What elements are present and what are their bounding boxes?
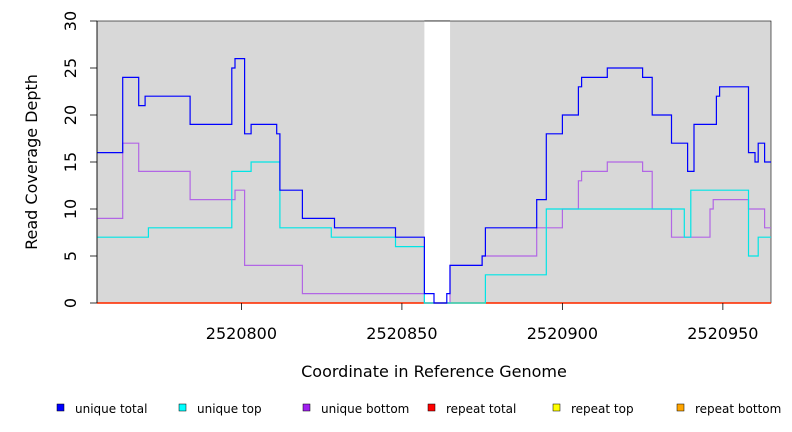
legend: unique total unique top unique bottom repea… (56, 402, 781, 416)
y-tick-label: 25 (61, 58, 80, 78)
legend-swatch-repeat-total (427, 403, 436, 412)
legend-swatch-unique-bottom (302, 403, 311, 412)
series-lines (97, 58, 771, 304)
legend-label-repeat-total: repeat total (446, 402, 516, 416)
x-tick-label: 2520850 (366, 324, 437, 343)
series-line-unique-total (97, 58, 771, 304)
legend-swatch-repeat-bottom (676, 403, 685, 412)
y-tick-label: 10 (61, 199, 80, 219)
gap-region (424, 21, 451, 303)
y-tick-label: 30 (61, 11, 80, 31)
y-tick-label: 15 (61, 152, 80, 172)
legend-label-unique-total: unique total (75, 402, 147, 416)
legend-label-repeat-top: repeat top (571, 402, 634, 416)
x-tick-label: 2520950 (687, 324, 758, 343)
legend-swatch-repeat-top (552, 403, 561, 412)
series-line-unique-bottom (97, 142, 771, 304)
legend-label-repeat-bottom: repeat bottom (695, 402, 781, 416)
legend-swatch-unique-top (178, 403, 187, 412)
y-tick-label: 5 (61, 251, 80, 261)
x-axis-title: Coordinate in Reference Genome (301, 362, 567, 381)
x-tick-label: 2520900 (527, 324, 598, 343)
legend-swatch-unique-total (56, 403, 65, 412)
y-tick-label: 20 (61, 105, 80, 125)
y-axis-title: Read Coverage Depth (22, 74, 41, 250)
legend-label-unique-top: unique top (197, 402, 262, 416)
y-tick-label: 0 (61, 298, 80, 308)
x-tick-label: 2520800 (206, 324, 277, 343)
gap-regions (424, 20, 451, 303)
axes: 0 5 10 15 20 25 30 2520800 2520850 2520900 2520950 (61, 11, 758, 343)
legend-label-unique-bottom: unique bottom (321, 402, 409, 416)
